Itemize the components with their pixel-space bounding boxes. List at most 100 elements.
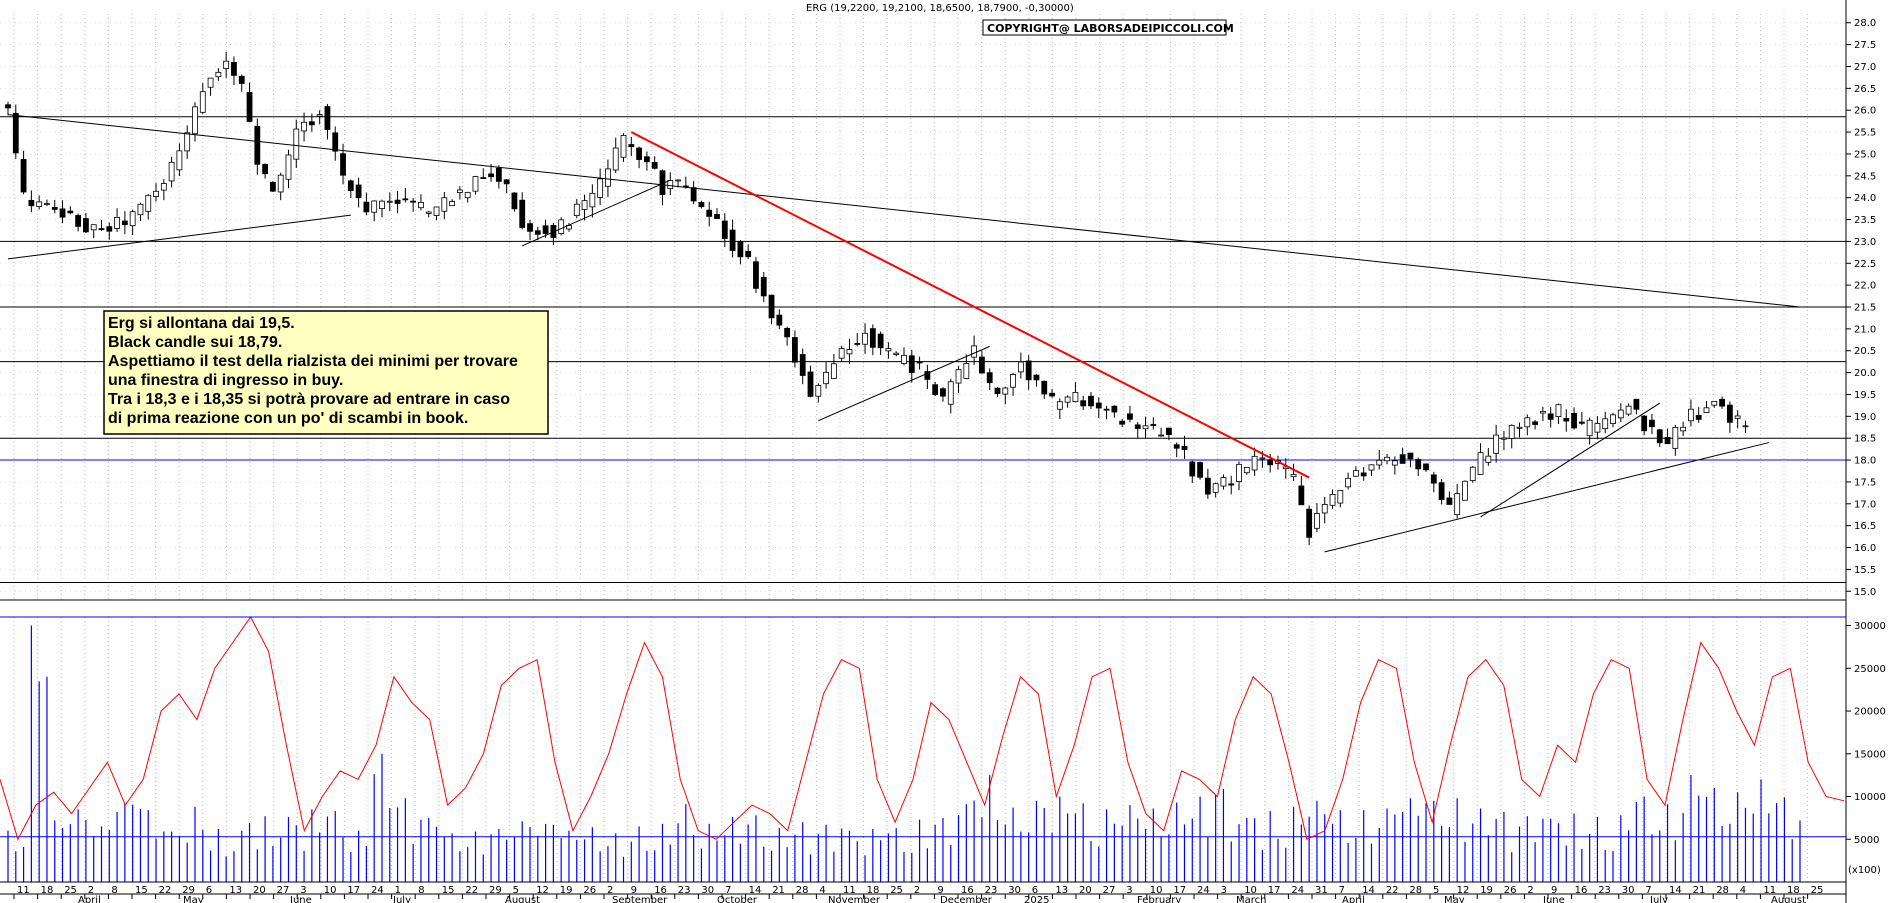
date-tick-label: 27 xyxy=(277,885,290,896)
date-tick-label: 13 xyxy=(1055,885,1068,896)
candle-body xyxy=(316,114,323,117)
price-tick-label: 20.0 xyxy=(1854,368,1876,379)
month-label: June xyxy=(1542,895,1565,903)
month-label: May xyxy=(183,895,204,903)
candle-body xyxy=(410,200,417,203)
date-tick-label: 9 xyxy=(631,885,637,896)
candle-body xyxy=(1197,462,1203,478)
candle-body xyxy=(597,178,604,198)
month-label: May xyxy=(1444,895,1465,903)
candle-body xyxy=(1625,405,1632,415)
date-tick-label: 7 xyxy=(1339,885,1345,896)
candle-body xyxy=(1711,400,1718,406)
month-label: March xyxy=(1236,895,1266,903)
date-tick-label: 15 xyxy=(135,885,148,896)
candle-body xyxy=(456,189,463,193)
volume-scale-tag: (x100) xyxy=(1848,865,1881,876)
date-tick-label: 31 xyxy=(1315,885,1328,896)
candle-body xyxy=(199,91,206,113)
date-tick-label: 5 xyxy=(1433,885,1439,896)
candle-body xyxy=(262,163,269,175)
candle-body xyxy=(589,192,596,208)
candle-body xyxy=(1088,395,1094,407)
candle-body xyxy=(690,187,697,202)
price-tick-label: 17.0 xyxy=(1854,499,1876,510)
candle-body xyxy=(940,388,946,397)
candle-body xyxy=(1368,464,1375,471)
price-tick-label: 27.0 xyxy=(1854,62,1876,73)
date-tick-label: 17 xyxy=(1173,885,1186,896)
candle-body xyxy=(1493,434,1500,454)
candle-body xyxy=(1119,420,1126,425)
candle-body xyxy=(1485,455,1492,463)
volume-tick-label: 5000 xyxy=(1854,835,1879,846)
candle-body xyxy=(472,176,479,192)
date-tick-label: 20 xyxy=(1079,885,1092,896)
candle-body xyxy=(114,216,120,229)
candle-body xyxy=(184,132,191,152)
candle-body xyxy=(1578,421,1585,424)
volume-tick-label: 30000 xyxy=(1854,621,1886,632)
candle-body xyxy=(869,328,876,348)
candle-body xyxy=(573,203,580,216)
horizontal-levels xyxy=(0,116,1846,584)
candle-body xyxy=(636,147,642,160)
candle-body xyxy=(986,372,993,384)
candle-body xyxy=(511,192,518,210)
candle-body xyxy=(308,121,315,126)
candle-body xyxy=(1726,404,1733,423)
candle-body xyxy=(270,181,276,192)
candle-body xyxy=(1111,405,1118,413)
candle-body xyxy=(449,201,456,207)
candle-body xyxy=(1236,463,1242,482)
date-tick-label: 17 xyxy=(347,885,360,896)
candle-body xyxy=(1329,493,1336,506)
trendline xyxy=(818,345,990,422)
candle-body xyxy=(246,92,253,122)
candle-body xyxy=(994,387,1001,395)
candle-body xyxy=(877,333,884,349)
date-tick-label: 2 xyxy=(88,885,94,896)
price-tick-label: 17.5 xyxy=(1854,477,1876,488)
candle-body xyxy=(192,106,198,135)
candle-body xyxy=(347,180,354,191)
candle-body xyxy=(1267,459,1274,466)
candle-body xyxy=(1251,455,1258,471)
candle-body xyxy=(745,250,752,258)
candle-body xyxy=(675,179,681,182)
trendlines xyxy=(7,114,1801,553)
candle-body xyxy=(605,168,611,187)
candle-body xyxy=(488,173,494,178)
candle-body xyxy=(667,179,674,190)
trendline xyxy=(7,214,351,260)
candle-body xyxy=(285,154,292,180)
candle-body xyxy=(706,209,713,217)
date-tick-label: 26 xyxy=(583,885,596,896)
date-tick-label: 22 xyxy=(159,885,172,896)
candle-body xyxy=(979,356,985,374)
candle-body xyxy=(121,220,128,225)
date-tick-label: 30 xyxy=(701,885,714,896)
candle-body xyxy=(620,135,627,158)
candle-body xyxy=(28,199,35,207)
price-tick-label: 20.5 xyxy=(1854,346,1876,357)
candle-body xyxy=(1002,387,1009,395)
volume-tick-label: 20000 xyxy=(1854,707,1886,718)
candle-body xyxy=(129,211,136,227)
candle-body xyxy=(1446,497,1453,505)
candle-body xyxy=(20,159,27,193)
date-tick-label: 5 xyxy=(513,885,519,896)
date-tick-label: 28 xyxy=(796,885,809,896)
candle-body xyxy=(1166,427,1172,435)
candle-body xyxy=(737,241,744,258)
candle-body xyxy=(1462,480,1468,501)
date-tick-label: 23 xyxy=(985,885,998,896)
candle-body xyxy=(1352,470,1359,477)
candle-body xyxy=(1742,425,1749,428)
date-tick-label: 2 xyxy=(914,885,920,896)
candle-body xyxy=(1010,374,1016,388)
candle-body xyxy=(542,225,549,234)
candle-body xyxy=(1243,467,1250,474)
candle-body xyxy=(753,261,759,289)
price-tick-label: 18.5 xyxy=(1854,434,1876,445)
